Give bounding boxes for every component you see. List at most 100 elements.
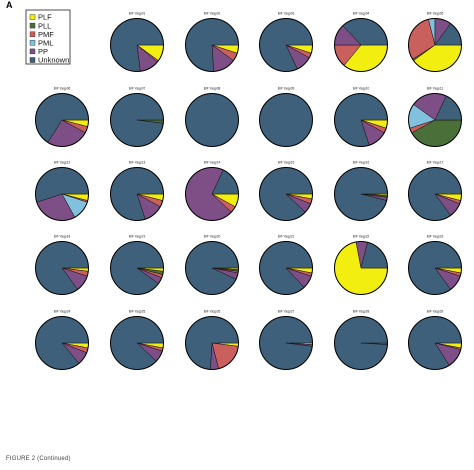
pie-18: BIF Yaqp18 bbox=[35, 235, 89, 295]
pie-27: BIF Yaqp27 bbox=[259, 310, 313, 370]
pie-outline bbox=[185, 18, 239, 72]
pie-22: BIF Yaqp22 bbox=[334, 235, 388, 295]
pie-title: BIF Yaqp14 bbox=[204, 161, 221, 165]
legend-swatch-pp bbox=[29, 48, 36, 55]
pie-title: BIF Yaqp10 bbox=[353, 87, 370, 91]
pie-title: BIF Yaqp08 bbox=[204, 87, 221, 91]
pie-outline bbox=[185, 316, 239, 370]
pie-outline bbox=[259, 167, 313, 221]
pies: BIF Yaqp01 BIF Yaqp02 BIF Yaqp03 BIF Yaqp04… bbox=[35, 12, 462, 370]
pie-title: BIF Yaqp01 bbox=[129, 12, 146, 16]
pie-outline bbox=[185, 93, 239, 147]
pie-outline bbox=[35, 167, 89, 221]
pie-outline bbox=[408, 316, 462, 370]
pie-outline bbox=[334, 18, 388, 72]
pie-outline bbox=[185, 241, 239, 295]
legend-swatch-pmf bbox=[29, 31, 36, 37]
pie-outline bbox=[408, 167, 462, 221]
legend-label-pp: PP bbox=[38, 47, 48, 56]
pie-title: BIF Yaqp18 bbox=[54, 235, 71, 239]
pie-title: BIF Yaqp29 bbox=[427, 310, 444, 314]
pie-6: BIF Yaqp06 bbox=[35, 87, 89, 147]
pie-title: BIF Yaqp24 bbox=[54, 310, 71, 314]
legend-label-unknown: Unknown bbox=[38, 56, 69, 65]
pie-25: BIF Yaqp25 bbox=[110, 310, 164, 370]
pie-8: BIF Yaqp08 bbox=[185, 87, 239, 147]
pie-23: BIF Yaqp23 bbox=[408, 235, 462, 295]
pie-3: BIF Yaqp03 bbox=[259, 12, 313, 72]
pie-title: BIF Yaqp20 bbox=[204, 235, 221, 239]
pie-outline bbox=[35, 316, 89, 370]
pie-outline bbox=[259, 241, 313, 295]
pie-title: BIF Yaqp15 bbox=[278, 161, 295, 165]
pie-title: BIF Yaqp12 bbox=[54, 161, 71, 165]
pie-outline bbox=[334, 241, 388, 295]
pie-24: BIF Yaqp24 bbox=[35, 310, 89, 370]
pie-26: BIF Yaqp26 bbox=[185, 310, 239, 370]
pie-title: BIF Yaqp17 bbox=[427, 161, 444, 165]
pie-title: BIF Yaqp05 bbox=[427, 12, 444, 16]
legend-swatch-plf bbox=[29, 14, 36, 20]
pie-outline bbox=[259, 316, 313, 370]
pie-outline bbox=[110, 18, 164, 72]
pie-29: BIF Yaqp29 bbox=[408, 310, 462, 370]
figure-caption: FIGURE 2 (Continued) bbox=[6, 456, 71, 462]
pie-14: BIF Yaqp14 bbox=[185, 161, 239, 221]
pie-outline bbox=[259, 93, 313, 147]
pie-title: BIF Yaqp27 bbox=[278, 310, 295, 314]
pie-title: BIF Yaqp23 bbox=[427, 235, 444, 239]
pie-outline bbox=[334, 167, 388, 221]
legend-label-plf: PLF bbox=[38, 13, 52, 22]
pie-7: BIF Yaqp07 bbox=[110, 87, 164, 147]
pie-28: BIF Yaqp28 bbox=[334, 310, 388, 370]
pie-title: BIF Yaqp04 bbox=[353, 12, 370, 16]
legend-swatch-unknown bbox=[29, 57, 36, 63]
pie-title: BIF Yaqp19 bbox=[129, 235, 146, 239]
pie-16: BIF Yaqp16 bbox=[334, 161, 388, 221]
pie-19: BIF Yaqp19 bbox=[110, 235, 164, 295]
pie-2: BIF Yaqp02 bbox=[185, 12, 239, 72]
pie-title: BIF Yaqp22 bbox=[353, 235, 370, 239]
pie-title: BIF Yaqp07 bbox=[129, 87, 146, 91]
pie-outline bbox=[334, 316, 388, 370]
pie-outline bbox=[408, 241, 462, 295]
panel-label: A bbox=[6, 0, 13, 10]
pie-outline bbox=[185, 167, 239, 221]
pie-title: BIF Yaqp13 bbox=[129, 161, 146, 165]
pie-outline bbox=[110, 241, 164, 295]
pie-outline bbox=[35, 241, 89, 295]
pie-outline bbox=[110, 93, 164, 147]
pie-title: BIF Yaqp21 bbox=[278, 235, 295, 239]
pie-outline bbox=[110, 316, 164, 370]
pie-outline bbox=[35, 93, 89, 147]
pie-9: BIF Yaqp09 bbox=[259, 87, 313, 147]
pie-20: BIF Yaqp20 bbox=[185, 235, 239, 295]
legend-label-pml: PML bbox=[38, 39, 53, 48]
legend-label-pll: PLL bbox=[38, 21, 51, 30]
pie-title: BIF Yaqp03 bbox=[278, 12, 295, 16]
pie-15: BIF Yaqp15 bbox=[259, 161, 313, 221]
pie-4: BIF Yaqp04 bbox=[334, 12, 388, 72]
pie-outline bbox=[334, 93, 388, 147]
pie-outline bbox=[259, 18, 313, 72]
pie-title: BIF Yaqp09 bbox=[278, 87, 295, 91]
legend-swatch-pml bbox=[29, 40, 36, 46]
pie-title: BIF Yaqp02 bbox=[204, 12, 221, 16]
pie-17: BIF Yaqp17 bbox=[408, 161, 462, 221]
pie-1: BIF Yaqp01 bbox=[110, 12, 164, 72]
pie-11: BIF Yaqp11 bbox=[408, 87, 462, 147]
pie-10: BIF Yaqp10 bbox=[334, 87, 388, 147]
pie-title: BIF Yaqp25 bbox=[129, 310, 146, 314]
legend-label-pmf: PMF bbox=[38, 30, 54, 39]
pie-outline bbox=[110, 167, 164, 221]
pie-21: BIF Yaqp21 bbox=[259, 235, 313, 295]
pie-outline bbox=[408, 93, 462, 147]
pie-13: BIF Yaqp13 bbox=[110, 161, 164, 221]
pie-title: BIF Yaqp06 bbox=[54, 87, 71, 91]
pie-12: BIF Yaqp12 bbox=[35, 161, 89, 221]
legend-swatch-pll bbox=[29, 22, 36, 29]
pie-5: BIF Yaqp05 bbox=[408, 12, 462, 72]
pie-title: BIF Yaqp11 bbox=[427, 87, 444, 91]
